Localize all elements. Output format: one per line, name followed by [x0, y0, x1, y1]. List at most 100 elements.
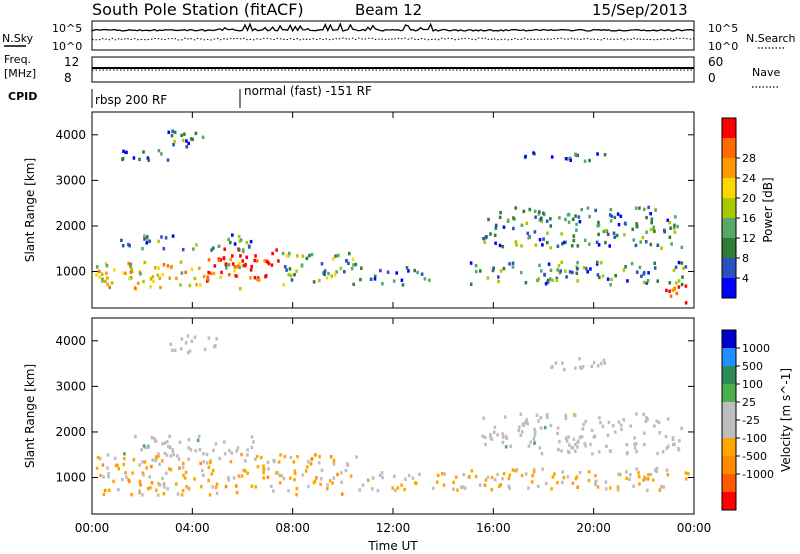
- data-cell: [173, 348, 177, 352]
- data-cell: [140, 448, 143, 452]
- data-cell: [597, 243, 601, 247]
- data-cell: [187, 457, 190, 461]
- data-cell: [148, 475, 151, 479]
- data-cell: [653, 266, 657, 270]
- data-cell: [121, 156, 125, 161]
- data-cell: [665, 468, 669, 472]
- data-cell: [148, 239, 151, 243]
- data-cell: [206, 277, 210, 282]
- data-cell: [132, 458, 136, 462]
- data-cell: [475, 269, 478, 274]
- data-cell: [379, 268, 382, 273]
- data-cell: [685, 477, 688, 481]
- data-cell: [193, 335, 197, 339]
- data-cell: [549, 268, 553, 272]
- data-cell: [536, 484, 540, 489]
- data-cell: [326, 487, 329, 491]
- data-cell: [235, 274, 239, 278]
- data-cell: [219, 275, 222, 279]
- colorbar-swatch: [722, 278, 736, 299]
- data-cell: [614, 430, 617, 434]
- data-cell: [157, 482, 160, 486]
- data-cell: [525, 421, 528, 425]
- data-cell: [591, 452, 594, 456]
- data-cell: [123, 452, 126, 456]
- data-cell: [183, 476, 187, 480]
- data-cell: [331, 481, 334, 485]
- data-cell: [553, 472, 556, 476]
- data-cell: [252, 440, 255, 444]
- data-cell: [684, 301, 688, 305]
- data-cell: [546, 415, 549, 420]
- data-cell: [574, 442, 577, 447]
- data-cell: [380, 471, 384, 475]
- data-cell: [571, 244, 574, 248]
- data-cell: [645, 281, 649, 285]
- data-cell: [413, 481, 417, 485]
- data-cell: [246, 453, 249, 457]
- data-cell: [596, 260, 599, 265]
- data-cell: [487, 217, 490, 222]
- colorbar-swatch: [722, 438, 736, 457]
- data-cell: [301, 473, 305, 477]
- data-cell: [642, 272, 646, 276]
- data-cell: [400, 278, 404, 282]
- data-cell: [170, 133, 174, 138]
- data-cell: [262, 467, 266, 472]
- data-cell: [503, 415, 507, 419]
- data-cell: [566, 157, 569, 161]
- data-cell: [198, 448, 202, 452]
- data-cell: [307, 484, 310, 489]
- data-cell: [98, 456, 102, 461]
- data-cell: [462, 473, 466, 477]
- data-cell: [149, 277, 153, 281]
- data-cell: [606, 232, 610, 237]
- data-cell: [237, 264, 240, 268]
- data-cell: [533, 433, 537, 437]
- data-cell: [499, 210, 502, 215]
- data-cell: [580, 434, 584, 439]
- data-cell: [549, 246, 552, 250]
- data-cell: [635, 222, 638, 226]
- data-cell: [283, 265, 287, 269]
- data-cell: [234, 274, 237, 278]
- data-cell: [615, 233, 619, 238]
- data-cell: [577, 215, 581, 219]
- data-cell: [603, 361, 607, 365]
- data-cell: [524, 154, 527, 159]
- data-cell: [122, 462, 126, 467]
- data-cell: [169, 342, 172, 346]
- data-cell: [428, 278, 431, 282]
- data-cell: [484, 442, 487, 447]
- data-cell: [373, 277, 377, 281]
- data-cell: [176, 454, 179, 458]
- data-cell: [224, 263, 228, 267]
- data-cell: [674, 215, 677, 219]
- data-cell: [634, 243, 638, 248]
- data-cell: [106, 276, 109, 280]
- data-cell: [373, 274, 377, 278]
- data-cell: [486, 475, 490, 479]
- data-cell: [604, 228, 608, 233]
- data-cell: [128, 479, 131, 483]
- data-cell: [594, 482, 597, 487]
- data-cell: [506, 219, 510, 223]
- data-cell: [501, 440, 505, 445]
- data-cell: [423, 277, 427, 281]
- data-cell: [596, 152, 599, 156]
- data-cell: [141, 247, 144, 251]
- data-cell: [296, 254, 299, 258]
- data-cell: [215, 337, 218, 341]
- data-cell: [207, 258, 211, 262]
- data-cell: [578, 357, 581, 361]
- data-cell: [613, 235, 617, 239]
- data-cell: [578, 220, 582, 224]
- data-cell: [484, 478, 488, 482]
- nsky-label: N.Sky: [2, 32, 34, 45]
- data-cell: [112, 479, 115, 484]
- data-cell: [190, 339, 194, 343]
- data-cell: [512, 226, 515, 231]
- data-cell: [171, 448, 175, 452]
- data-cell: [233, 242, 237, 246]
